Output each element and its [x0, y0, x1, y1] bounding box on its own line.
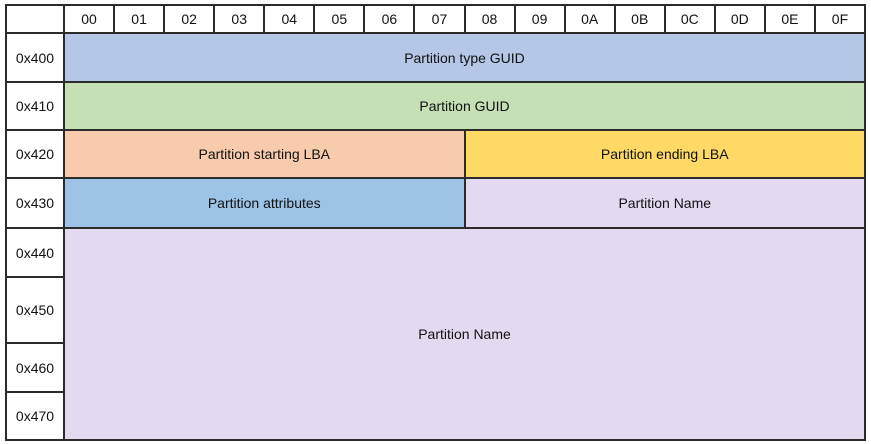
table-row: 0x410 Partition GUID	[5, 81, 866, 131]
offset-label: 0x450	[5, 276, 65, 344]
offset-label: 0x420	[5, 129, 65, 179]
field-partition-attributes: Partition attributes	[63, 177, 466, 229]
column-header: 09	[513, 4, 566, 34]
table-row: 0x450	[5, 276, 865, 344]
table-row: 0x400 Partition type GUID	[5, 32, 866, 83]
table-row: 0x420 Partition starting LBA Partition e…	[5, 129, 866, 179]
column-header: 06	[363, 4, 416, 34]
field-partition-name: Partition Name	[463, 177, 866, 229]
table-row: 0x460	[5, 342, 865, 393]
column-header: 03	[213, 4, 266, 34]
offset-label: 0x440	[5, 227, 65, 278]
field-partition-type-guid: Partition type GUID	[63, 32, 866, 83]
byte-offset-table: 00 01 02 03 04 05 06 07 08 09 0A 0B 0C 0…	[5, 4, 867, 441]
column-header: 0E	[763, 4, 816, 34]
field-partition-guid: Partition GUID	[63, 81, 866, 131]
column-header: 01	[113, 4, 166, 34]
column-header: 05	[313, 4, 366, 34]
table-row: 0x430 Partition attributes Partition Nam…	[5, 177, 866, 229]
column-header: 04	[263, 4, 316, 34]
column-header: 00	[62, 4, 116, 34]
column-header: 0A	[563, 4, 616, 34]
offset-label: 0x430	[5, 177, 65, 229]
column-header: 08	[463, 4, 516, 34]
column-header: 0B	[613, 4, 666, 34]
column-header: 0D	[713, 4, 766, 34]
table-row: 0x470	[5, 391, 865, 441]
column-header: 0F	[813, 4, 867, 34]
field-partition-starting-lba: Partition starting LBA	[63, 129, 466, 179]
column-header: 02	[163, 4, 216, 34]
corner-cell	[5, 4, 65, 34]
column-header: 07	[413, 4, 466, 34]
offset-label: 0x460	[5, 342, 65, 393]
column-header: 0C	[663, 4, 716, 34]
field-partition-ending-lba: Partition ending LBA	[463, 129, 866, 179]
offset-label: 0x470	[5, 391, 65, 441]
table-row: 0x440 Partition Name	[5, 227, 866, 441]
column-header-row: 00 01 02 03 04 05 06 07 08 09 0A 0B 0C 0…	[5, 4, 867, 34]
offset-label: 0x410	[5, 81, 65, 131]
field-partition-name: Partition Name	[63, 227, 866, 441]
offset-label: 0x400	[5, 32, 65, 83]
